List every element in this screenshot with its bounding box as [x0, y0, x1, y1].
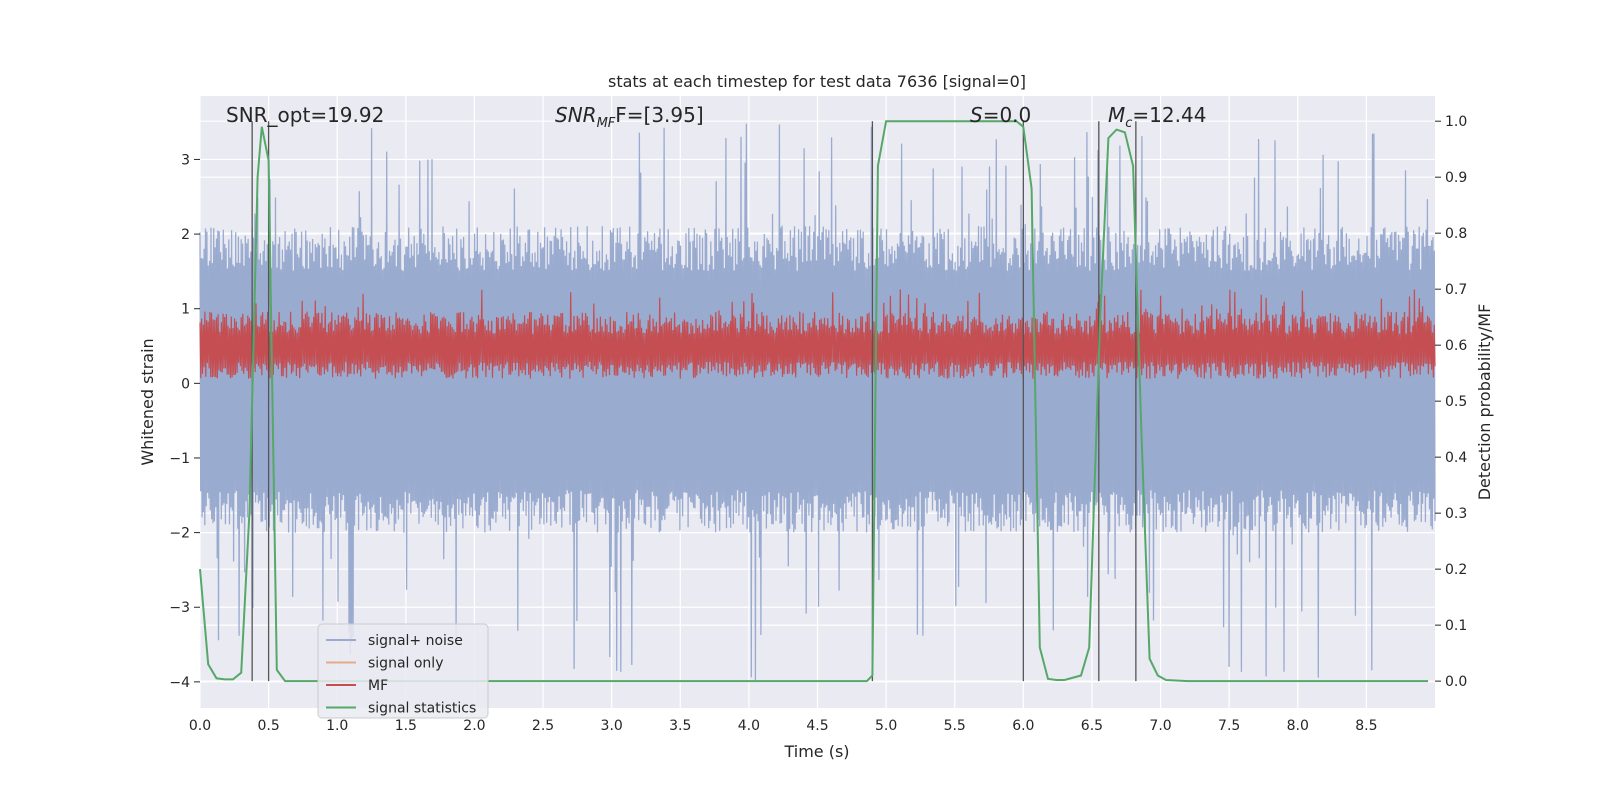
s-base: S	[970, 103, 983, 127]
x-tick-label: 3.0	[601, 718, 623, 734]
legend-box	[317, 623, 489, 719]
x-tick-label: 4.0	[738, 718, 760, 734]
y-axis-label-left: Whitened strain	[138, 338, 157, 465]
signal-statistics-series	[199, 120, 1429, 683]
annotation-snr-mf: SNRMFF=[3.95]	[555, 103, 704, 131]
x-tick-label: 5.5	[944, 718, 966, 734]
y-tick-label-left: −3	[169, 600, 190, 616]
x-tick-label: 8.5	[1355, 718, 1377, 734]
x-tick-label: 8.0	[1287, 718, 1309, 734]
mc-base: M	[1108, 103, 1125, 127]
y-tick-label-right: 0.6	[1445, 338, 1467, 354]
y-tick-label-left: 3	[181, 152, 190, 168]
y-tick-label-right: 0.8	[1445, 226, 1467, 242]
y-tick-label-right: 0.5	[1445, 394, 1467, 410]
x-tick-label: 7.0	[1149, 718, 1171, 734]
y-tick-label-left: 2	[181, 227, 190, 243]
x-tick-label: 2.5	[532, 718, 554, 734]
x-tick-label: 1.5	[395, 718, 417, 734]
legend-label: signal statistics	[368, 701, 476, 717]
y-tick-label-left: −2	[169, 526, 190, 542]
x-tick-label: 0.5	[257, 718, 279, 734]
legend-label: MF	[368, 678, 388, 694]
s-value: =0.0	[983, 103, 1032, 127]
y-tick-label-right: 0.9	[1445, 170, 1467, 186]
y-tick-label-left: −4	[169, 675, 190, 691]
legend-label: signal+ noise	[368, 633, 463, 649]
y-tick-label-left: 1	[181, 302, 190, 318]
y-tick-label-left: 0	[181, 376, 190, 392]
y-tick-label-right: 0.3	[1445, 506, 1467, 522]
x-tick-label: 7.5	[1218, 718, 1240, 734]
y-tick-label-right: 0.2	[1445, 562, 1467, 578]
legend: signal+ noise signal only MF signal statist…	[317, 623, 489, 719]
signal-statistics-line	[199, 120, 1429, 683]
annotation-mc: Mc=12.44	[1108, 103, 1206, 131]
y-tick-label-right: 0.0	[1445, 674, 1467, 690]
chart-title: stats at each timestep for test data 763…	[608, 72, 1026, 91]
y-tick-label-left: −1	[169, 451, 190, 467]
x-axis-label: Time (s)	[783, 742, 849, 761]
mf-line	[199, 289, 1436, 379]
snr-mf-base: SNR	[555, 103, 597, 127]
y-tick-label-right: 0.4	[1445, 450, 1467, 466]
x-tick-label: 1.0	[326, 718, 348, 734]
y-tick-label-right: 0.1	[1445, 618, 1467, 634]
legend-label: signal only	[368, 656, 443, 672]
x-tick-label: 4.5	[806, 718, 828, 734]
snr-mf-value: F=[3.95]	[615, 103, 703, 127]
snr-mf-subscript: MF	[597, 116, 616, 131]
axes: 0.0 0.5 1.0 1.5 2.0 2.5 3.0 3.5 4.0 4.5 5.0 5.5 6.0 6…	[169, 114, 1467, 734]
annotation-s: S=0.0	[970, 103, 1031, 127]
mc-subscript: c	[1125, 116, 1132, 131]
x-tick-label: 2.0	[463, 718, 485, 734]
y-tick-label-right: 1.0	[1445, 114, 1467, 130]
x-tick-label: 0.0	[189, 718, 211, 734]
mf-series	[199, 289, 1436, 379]
y-axis-label-right: Detection probability/MF	[1475, 304, 1494, 501]
x-tick-label: 5.0	[875, 718, 897, 734]
y-tick-label-right: 0.7	[1445, 282, 1467, 298]
annotation-snr-opt: SNR_opt=19.92	[226, 103, 384, 127]
x-tick-label: 6.5	[1081, 718, 1103, 734]
x-tick-label: 6.0	[1012, 718, 1034, 734]
x-tick-label: 3.5	[669, 718, 691, 734]
mc-value: =12.44	[1132, 103, 1206, 127]
